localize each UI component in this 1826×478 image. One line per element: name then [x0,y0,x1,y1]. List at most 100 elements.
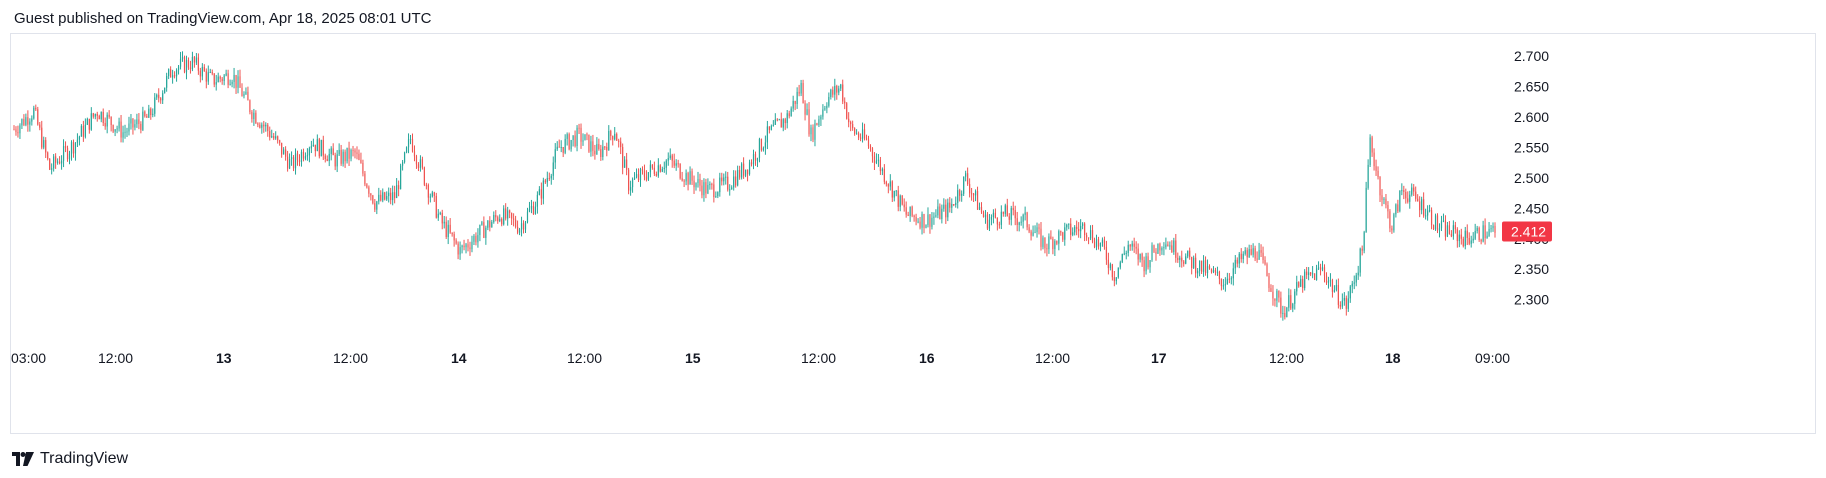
candle [1325,272,1328,285]
candle-body [417,164,420,168]
candle-body [629,187,632,191]
candle-body [881,168,883,172]
candle-body [1135,246,1137,249]
candle [1458,230,1460,248]
candle-body [800,83,802,94]
candle-body [179,58,182,67]
candle-body [931,217,933,227]
candle [302,148,305,162]
candle-body [633,177,636,180]
candle-body [288,159,291,169]
candle-body [943,204,945,209]
candle [405,146,408,154]
candle-body [1016,218,1018,225]
candle [957,184,959,209]
chart-frame[interactable]: 2.7002.6502.6002.5502.5002.4502.4002.350… [10,33,1816,434]
candle [1123,246,1125,256]
candle [177,64,180,75]
candle [705,178,707,199]
candle [352,145,354,157]
candle-body [1460,234,1462,239]
candle [1145,252,1147,275]
candle [304,152,307,161]
candle-body [859,137,862,139]
candle [1157,243,1159,254]
candle [941,204,943,224]
candle-body [116,128,118,130]
candle-body [1310,272,1312,275]
candle-body [1367,164,1369,188]
candle [1091,224,1094,244]
candle [1385,193,1387,209]
candle [1369,134,1371,168]
candle [701,179,703,199]
candle-body [403,152,406,163]
candle-body [1409,194,1411,202]
candle [1099,242,1102,252]
candle [102,108,104,127]
candle-body [433,192,435,196]
candle [503,205,505,226]
candle [788,110,790,119]
candle [1321,260,1324,272]
candle [715,191,717,198]
candle-body [622,147,624,168]
candle [1365,181,1367,233]
candle [1250,244,1252,256]
candle-body [790,108,792,117]
candle [1442,213,1445,223]
candle [1304,269,1306,291]
candle [1111,263,1113,281]
candle [235,74,237,94]
candle [247,86,249,101]
candle [1294,288,1296,310]
candle [586,132,588,141]
candle-body [1022,214,1024,222]
candlestick-chart[interactable]: 2.7002.6502.6002.5502.5002.4502.4002.350… [11,34,1815,433]
footer-brand[interactable]: TradingView [12,450,128,468]
time-axis-day-label: 14 [451,350,467,366]
candle-body [302,151,305,159]
candle [889,174,891,191]
candle-body [320,139,322,157]
candle [1428,204,1431,213]
candle [1139,253,1141,263]
candle [150,107,152,120]
candle-body [572,135,574,140]
candle [1242,251,1244,264]
candle [990,214,993,226]
candle-body [485,227,487,238]
candle [528,201,531,213]
candle [822,104,824,120]
candle [913,214,915,222]
candle [96,111,98,122]
candle [965,170,967,182]
candle [657,158,659,178]
candle-body [148,108,150,118]
candle [772,120,774,127]
candle-body [693,180,695,188]
candle [1234,255,1236,274]
candle-body [592,141,594,151]
price-tick-label: 2.600 [1514,109,1549,125]
candle [895,190,897,197]
candle-body [1371,137,1373,153]
candle-body [735,176,737,186]
candle-body [106,114,108,127]
candle-body [939,206,941,220]
candle [261,122,263,134]
candle-body [1179,257,1181,261]
candle-body [1391,228,1393,231]
candle [419,155,422,172]
candle [1056,240,1058,246]
candle [481,220,483,226]
candle-body [463,245,465,248]
candle-body [982,212,985,218]
candle-body [481,222,483,225]
candle-body [1139,253,1141,260]
candle [673,153,675,169]
candle [649,160,652,178]
publish-info: Guest published on TradingView.com, Apr … [14,10,432,27]
candle [413,145,416,162]
candle [306,148,309,161]
